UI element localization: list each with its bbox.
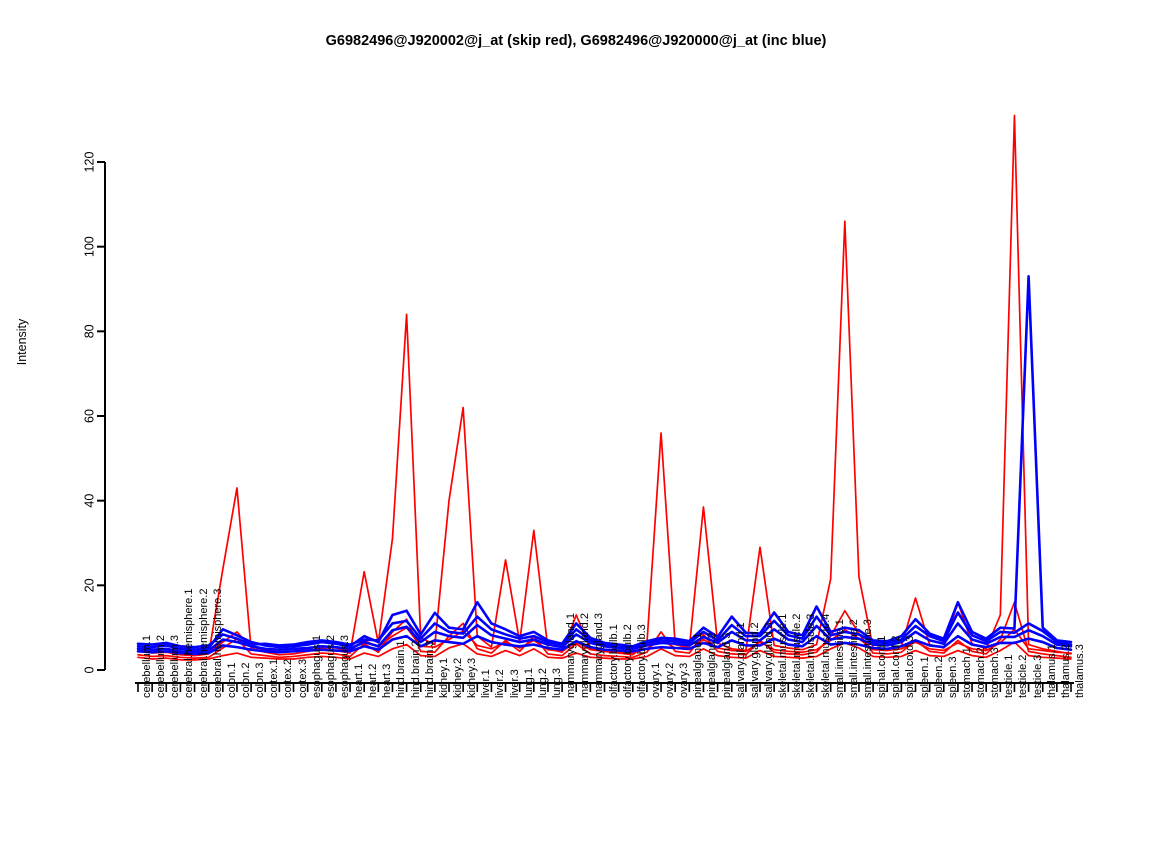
series-line [137,641,1072,661]
series-lines [136,114,1073,661]
y-axis-tick-label: 80 [82,324,96,338]
series-line [136,622,1073,654]
y-axis-tick-label: 40 [82,494,96,508]
page-title: G6982496@J920002@j_at (skip red), G69824… [325,33,827,49]
series-line [136,274,1073,651]
x-axis [135,682,1074,692]
y-axis-tick-label: 100 [82,236,96,257]
y-axis-tick-label: 60 [82,409,96,423]
y-axis: 0 20 40 60 80 100 120 [82,152,106,673]
y-axis-tick-label: 120 [82,152,96,173]
series-line [136,634,1073,656]
y-axis-tick-label: 0 [82,666,96,673]
series-line [136,611,1073,649]
series-line [137,114,1072,657]
y-axis-tick-label: 20 [82,578,96,592]
